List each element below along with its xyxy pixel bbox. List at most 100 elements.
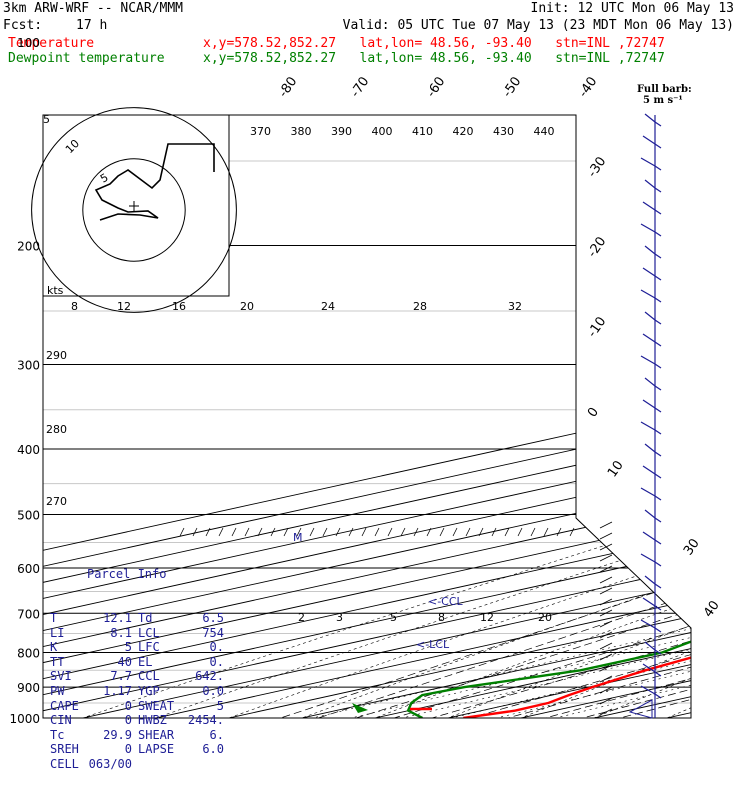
parcel-k1-7: CIN: [50, 713, 72, 728]
isotherm-line: [43, 115, 691, 718]
wind-barb: [642, 135, 656, 145]
wind-barb: [640, 421, 656, 431]
mixing-ratio-label-2: 2: [298, 611, 305, 624]
wind-barb: [644, 443, 656, 453]
isobar-500-tick: [478, 527, 484, 537]
isotherm-line: [43, 115, 691, 718]
isobar-500-tick: [283, 527, 289, 537]
isobar-500-tick: [205, 527, 211, 537]
wind-barb: [642, 267, 656, 277]
parcel-v1-0: 12.1: [103, 610, 132, 625]
isotherm-label-0: 0: [585, 405, 602, 420]
parcel-row: Tc 29.9 SHEAR 6.: [50, 728, 290, 743]
wind-barb-feather: [654, 385, 662, 391]
theta-label-280: 280: [46, 423, 67, 436]
theta-label-290: 290: [46, 349, 67, 362]
wind-barb: [642, 333, 656, 343]
parcel-row: T 12.1 Td 6.5: [50, 611, 290, 626]
parcel-k1-9: SREH: [50, 742, 79, 757]
diag-tick: [599, 708, 613, 716]
isotherm-label-40: 40: [701, 598, 723, 620]
parcel-k1-4: SVI: [50, 669, 72, 684]
wind-barb: [642, 465, 656, 475]
isotherm-line: [90, 115, 691, 718]
hodograph-units: kts: [47, 284, 64, 297]
hodograph-speed-tick-24: 24: [321, 300, 335, 313]
parcel-v1-4: 7.7: [110, 669, 132, 684]
isotherm-label--70: -70: [348, 74, 372, 100]
hodograph-speed-tick-20: 20: [240, 300, 254, 313]
wind-barb: [640, 223, 656, 233]
wind-barb-feather: [654, 627, 662, 633]
isobar-500-tick: [361, 527, 367, 537]
parcel-k2-2: LFC: [138, 640, 160, 655]
isotherm-line: [43, 115, 691, 718]
wind-barb-feather: [654, 539, 662, 545]
pressure-tick-label-200: 200: [17, 239, 40, 253]
hodograph-trace: [94, 143, 215, 221]
parcel-v2-2: 0.: [209, 640, 224, 655]
isobar-500-tick: [309, 527, 315, 537]
hodograph-ring-2: [31, 107, 237, 313]
isotherm-line: [43, 115, 691, 718]
forecast-label: Fcst:: [3, 18, 43, 33]
wind-barb-feather: [654, 275, 662, 281]
m-marker-label: M: [293, 531, 303, 544]
isotherm-label-30: 30: [681, 536, 703, 558]
mixing-ratio-label-12: 12: [480, 611, 494, 624]
mixing-ratio-line: [251, 567, 691, 718]
diag-tick: [599, 653, 613, 661]
wind-barb-feather: [654, 693, 662, 699]
wind-barb-feather: [654, 473, 662, 479]
ccl-marker-label: <-CCL: [428, 595, 464, 608]
diag-tick: [599, 620, 613, 628]
diag-tick: [599, 532, 613, 540]
wind-barb-feather: [654, 517, 662, 523]
parcel-row: PW 1.17 YGP 0.0: [50, 684, 290, 699]
parcel-v1-7: 0: [124, 713, 132, 728]
pressure-tick-label-800: 800: [17, 646, 40, 660]
hodograph-corner-label: 5: [43, 113, 50, 126]
wind-barb: [642, 399, 656, 409]
isotherm-label--40: -40: [576, 74, 600, 100]
dry-adiabat: [708, 42, 740, 732]
hodograph-speed-tick-12: 12: [117, 300, 131, 313]
isobar-500-tick: [322, 527, 328, 537]
plot-group: [43, 42, 740, 732]
mixing-ratio-label-5: 5: [390, 611, 397, 624]
parcel-row: CAPE 0 SWEAT 5: [50, 699, 290, 714]
parcel-row: SVI 7.7 CCL 642.: [50, 669, 290, 684]
parcel-k1-5: PW: [50, 683, 65, 698]
wind-barb: [640, 289, 656, 299]
parcel-k2-4: CCL: [138, 669, 160, 684]
parcel-v2-10: [180, 757, 224, 772]
wind-barb: [640, 487, 656, 497]
wind-barb-feather: [654, 451, 662, 457]
wind-barb-feather: [654, 341, 662, 347]
isobar-500-tick: [231, 527, 237, 537]
isotherm-line: [43, 115, 691, 718]
dry-adiabat: [559, 115, 691, 718]
isobar-500-tick: [504, 527, 510, 537]
parcel-v2-9: 6.0: [202, 742, 224, 757]
wind-barb: [640, 619, 656, 629]
isobar-500-tick: [465, 527, 471, 537]
isobar-500-tick: [491, 527, 497, 537]
isobar-500-tick: [218, 527, 224, 537]
parcel-info-panel: Parcel Info T 12.1 Td 6.5 LI 8.1 LCL 754 K 5 LFC 0.…: [50, 538, 290, 786]
wind-barb-feather: [654, 583, 662, 589]
isobar-500-tick: [556, 527, 562, 537]
dry-adiabat: [43, 115, 691, 718]
theta-e-label-400: 400: [372, 125, 393, 138]
isotherm-line: [601, 115, 691, 718]
wind-barb: [640, 157, 656, 167]
parcel-k2-7: HWBZ: [138, 713, 167, 728]
isotherm-label-10: 10: [605, 458, 627, 480]
theta-e-label-430: 430: [493, 125, 514, 138]
isotherm-label--30: -30: [585, 154, 609, 180]
diag-tick: [599, 521, 613, 529]
isotherm-label--10: -10: [585, 314, 609, 340]
hodograph-speed-tick-28: 28: [413, 300, 427, 313]
diag-tick: [599, 565, 613, 573]
wind-barb-feather: [654, 253, 662, 259]
